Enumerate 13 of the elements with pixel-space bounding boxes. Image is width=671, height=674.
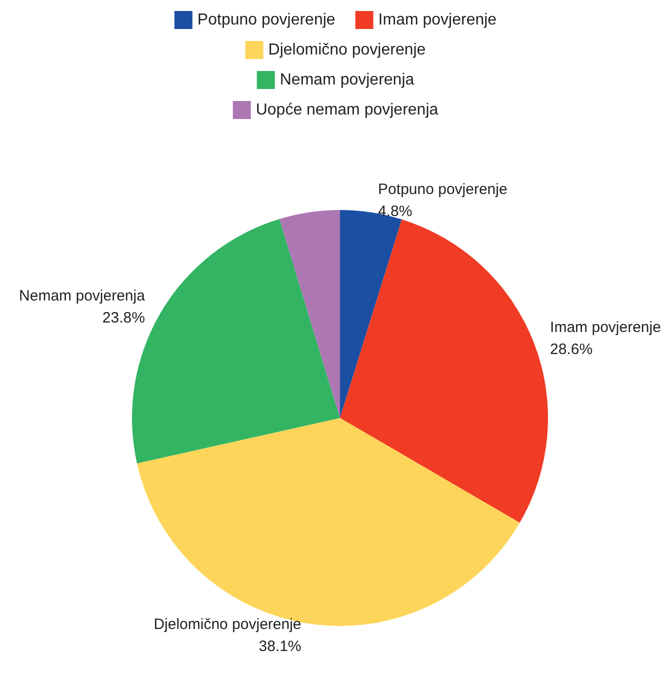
legend-label: Imam povjerenje: [378, 12, 497, 28]
slice-label: Potpuno povjerenje: [378, 180, 508, 198]
data-label: 28.6%: [550, 340, 593, 358]
legend-label: Potpuno povjerenje: [197, 12, 336, 28]
legend-label: Nemam povjerenja: [280, 72, 414, 88]
data-label: 23.8%: [102, 310, 145, 327]
slice-label: Djelomično povjerenje: [154, 616, 302, 633]
data-label: 38.1%: [258, 638, 302, 655]
legend-label: Djelomično povjerenje: [268, 42, 426, 58]
data-label: 4.8%: [378, 202, 412, 220]
slice-label: Nemam povjerenja: [19, 288, 146, 305]
slice-label: Imam povjerenje: [550, 318, 661, 336]
legend-label: Uopće nemam povjerenja: [256, 102, 438, 118]
